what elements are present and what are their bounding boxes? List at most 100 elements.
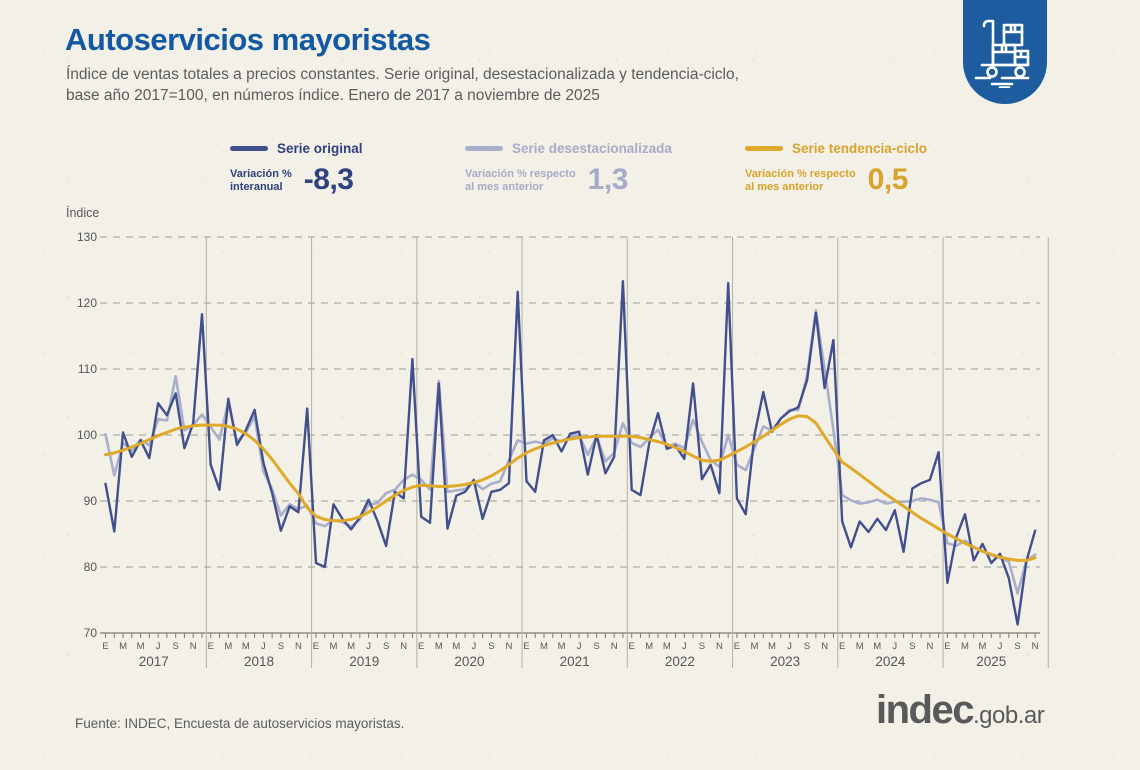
series-line-0 <box>104 280 1037 626</box>
svg-text:M: M <box>961 641 969 652</box>
svg-text:2019: 2019 <box>349 654 379 669</box>
svg-text:N: N <box>821 641 828 652</box>
svg-text:130: 130 <box>77 230 97 244</box>
svg-text:2025: 2025 <box>976 654 1006 669</box>
legend-note: Variación % respecto al mes anterior <box>465 168 576 193</box>
svg-text:M: M <box>347 641 355 652</box>
subtitle-line-2: base año 2017=100, en números índice. En… <box>66 87 600 104</box>
svg-text:M: M <box>663 641 671 652</box>
svg-text:M: M <box>435 641 443 652</box>
svg-text:J: J <box>682 641 687 652</box>
svg-text:S: S <box>488 641 494 652</box>
svg-text:M: M <box>558 641 566 652</box>
variation-value: 1,3 <box>587 163 629 196</box>
svg-text:S: S <box>804 641 810 652</box>
svg-text:E: E <box>944 641 950 652</box>
svg-text:N: N <box>926 641 933 652</box>
serie-original-line-swatch-icon <box>230 145 268 151</box>
svg-text:N: N <box>716 641 723 652</box>
svg-text:M: M <box>452 641 460 652</box>
svg-text:M: M <box>856 641 864 652</box>
svg-text:M: M <box>751 641 759 652</box>
svg-text:S: S <box>278 641 284 652</box>
series-line-1 <box>104 308 1037 595</box>
legend-serie-original: Serie original Variación % interanual -8… <box>230 140 363 197</box>
svg-text:J: J <box>156 641 161 652</box>
indec-theme-badge <box>963 0 1047 104</box>
legend-note: Variación % respecto al mes anterior <box>745 168 856 193</box>
chart-subtitle: Índice de ventas totales a precios const… <box>66 64 739 106</box>
svg-text:100: 100 <box>77 428 97 442</box>
hand-truck-with-boxes-icon <box>974 12 1036 93</box>
svg-text:E: E <box>839 641 845 652</box>
svg-text:E: E <box>102 641 108 652</box>
series-line-2 <box>104 414 1037 562</box>
legend-serie-desestacionalizada: Serie desestacionalizada Variación % res… <box>465 140 672 197</box>
svg-text:2020: 2020 <box>454 654 484 669</box>
svg-text:E: E <box>629 641 635 652</box>
svg-text:J: J <box>892 641 897 652</box>
svg-text:S: S <box>699 641 705 652</box>
serie-desestacionalizada-line-swatch-icon <box>465 145 503 151</box>
svg-text:J: J <box>998 641 1003 652</box>
svg-text:J: J <box>577 641 582 652</box>
page-title: Autoservicios mayoristas <box>65 22 431 57</box>
svg-text:M: M <box>224 641 232 652</box>
svg-text:M: M <box>137 641 145 652</box>
svg-text:N: N <box>1032 641 1039 652</box>
legend-serie-tendencia-ciclo: Serie tendencia-ciclo Variación % respec… <box>745 140 927 197</box>
svg-text:110: 110 <box>78 362 97 376</box>
legend-note: Variación % interanual <box>230 168 292 193</box>
svg-text:M: M <box>768 641 776 652</box>
svg-text:2021: 2021 <box>560 654 590 669</box>
svg-text:80: 80 <box>84 560 98 574</box>
svg-text:J: J <box>366 641 371 652</box>
y-axis-title: Índice <box>66 206 100 220</box>
indec-logo-name: indec <box>876 688 974 732</box>
svg-text:N: N <box>190 641 197 652</box>
legend-label: Serie original <box>277 140 363 156</box>
svg-text:N: N <box>295 641 302 652</box>
svg-text:2024: 2024 <box>875 654 906 669</box>
svg-text:E: E <box>523 641 529 652</box>
svg-text:E: E <box>313 641 319 652</box>
svg-text:M: M <box>979 641 987 652</box>
svg-text:S: S <box>593 641 599 652</box>
svg-text:2022: 2022 <box>665 654 695 669</box>
svg-text:S: S <box>383 641 389 652</box>
legend-label: Serie tendencia-ciclo <box>792 140 928 156</box>
svg-text:M: M <box>540 641 548 652</box>
svg-text:M: M <box>645 641 653 652</box>
indec-logo-domain: .gob.ar <box>972 702 1045 729</box>
svg-text:M: M <box>330 641 338 652</box>
svg-text:M: M <box>242 641 250 652</box>
svg-text:2023: 2023 <box>770 654 800 669</box>
svg-text:N: N <box>505 641 512 652</box>
svg-text:S: S <box>172 641 178 652</box>
svg-text:E: E <box>734 641 740 652</box>
svg-text:J: J <box>787 641 792 652</box>
svg-text:70: 70 <box>84 626 98 640</box>
svg-text:N: N <box>611 641 618 652</box>
svg-text:2017: 2017 <box>139 654 169 669</box>
svg-text:90: 90 <box>84 494 98 508</box>
svg-text:120: 120 <box>77 296 97 310</box>
source-note: Fuente: INDEC, Encuesta de autoservicios… <box>75 716 405 731</box>
legend-label: Serie desestacionalizada <box>512 140 672 156</box>
svg-text:N: N <box>400 641 407 652</box>
subtitle-line-1: Índice de ventas totales a precios const… <box>66 66 739 83</box>
svg-text:2018: 2018 <box>244 654 274 669</box>
svg-text:S: S <box>1014 641 1020 652</box>
svg-text:M: M <box>873 641 881 652</box>
variation-value: -8,3 <box>303 163 354 196</box>
svg-text:S: S <box>909 641 915 652</box>
svg-text:E: E <box>208 641 214 652</box>
svg-text:J: J <box>261 641 266 652</box>
variation-value: 0,5 <box>867 163 909 196</box>
svg-text:E: E <box>418 641 424 652</box>
serie-tendencia-ciclo-line-swatch-icon <box>745 145 783 151</box>
svg-text:J: J <box>471 641 476 652</box>
svg-text:M: M <box>119 641 127 652</box>
